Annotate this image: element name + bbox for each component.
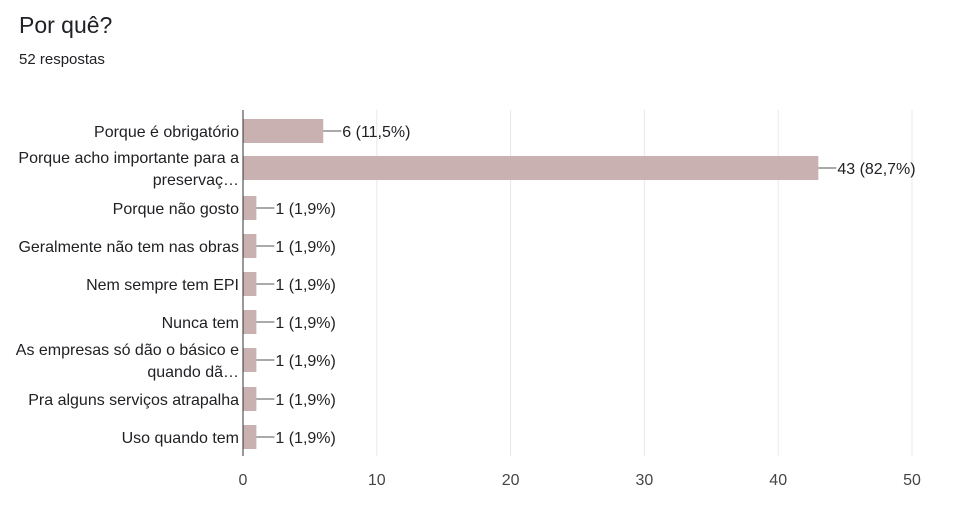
x-tick-label: 30: [636, 472, 654, 489]
category-label: Nem sempre tem EPI: [86, 277, 239, 294]
category-label: Porque não gosto: [113, 201, 239, 218]
bar-value-label: 1 (1,9%): [275, 392, 335, 409]
category-label: Uso quando tem: [122, 430, 239, 447]
bar[interactable]: [243, 387, 257, 411]
bar-value-label: 1 (1,9%): [275, 430, 335, 447]
bar[interactable]: [243, 310, 257, 334]
bar-value-label: 1 (1,9%): [275, 201, 335, 218]
category-label: Pra alguns serviços atrapalha: [28, 392, 239, 409]
bar[interactable]: [243, 272, 257, 296]
question-title: Por quê?: [19, 12, 113, 38]
bar[interactable]: [243, 196, 257, 220]
bar[interactable]: [243, 156, 819, 180]
bar-value-label: 6 (11,5%): [342, 124, 410, 141]
bar[interactable]: [243, 425, 257, 449]
x-tick-label: 10: [368, 472, 386, 489]
bar-value-label: 1 (1,9%): [275, 353, 335, 370]
response-count: 52 respostas: [19, 51, 105, 68]
bar[interactable]: [243, 234, 257, 258]
bar-value-label: 43 (82,7%): [837, 161, 915, 178]
category-label: As empresas só dão o básico e quando dã…: [16, 342, 239, 381]
category-label: Geralmente não tem nas obras: [18, 239, 239, 256]
x-tick-label: 50: [903, 472, 921, 489]
category-label: Nunca tem: [162, 315, 239, 332]
x-tick-label: 40: [769, 472, 787, 489]
bar[interactable]: [243, 119, 324, 143]
bar-value-label: 1 (1,9%): [275, 239, 335, 256]
category-label: Porque é obrigatório: [94, 124, 239, 141]
bar-value-label: 1 (1,9%): [275, 277, 335, 294]
x-tick-label: 20: [502, 472, 520, 489]
bar-value-label: 1 (1,9%): [275, 315, 335, 332]
category-label: Porque acho importante para a preservaç…: [18, 150, 239, 189]
bar[interactable]: [243, 348, 257, 372]
x-tick-label: 0: [239, 472, 248, 489]
